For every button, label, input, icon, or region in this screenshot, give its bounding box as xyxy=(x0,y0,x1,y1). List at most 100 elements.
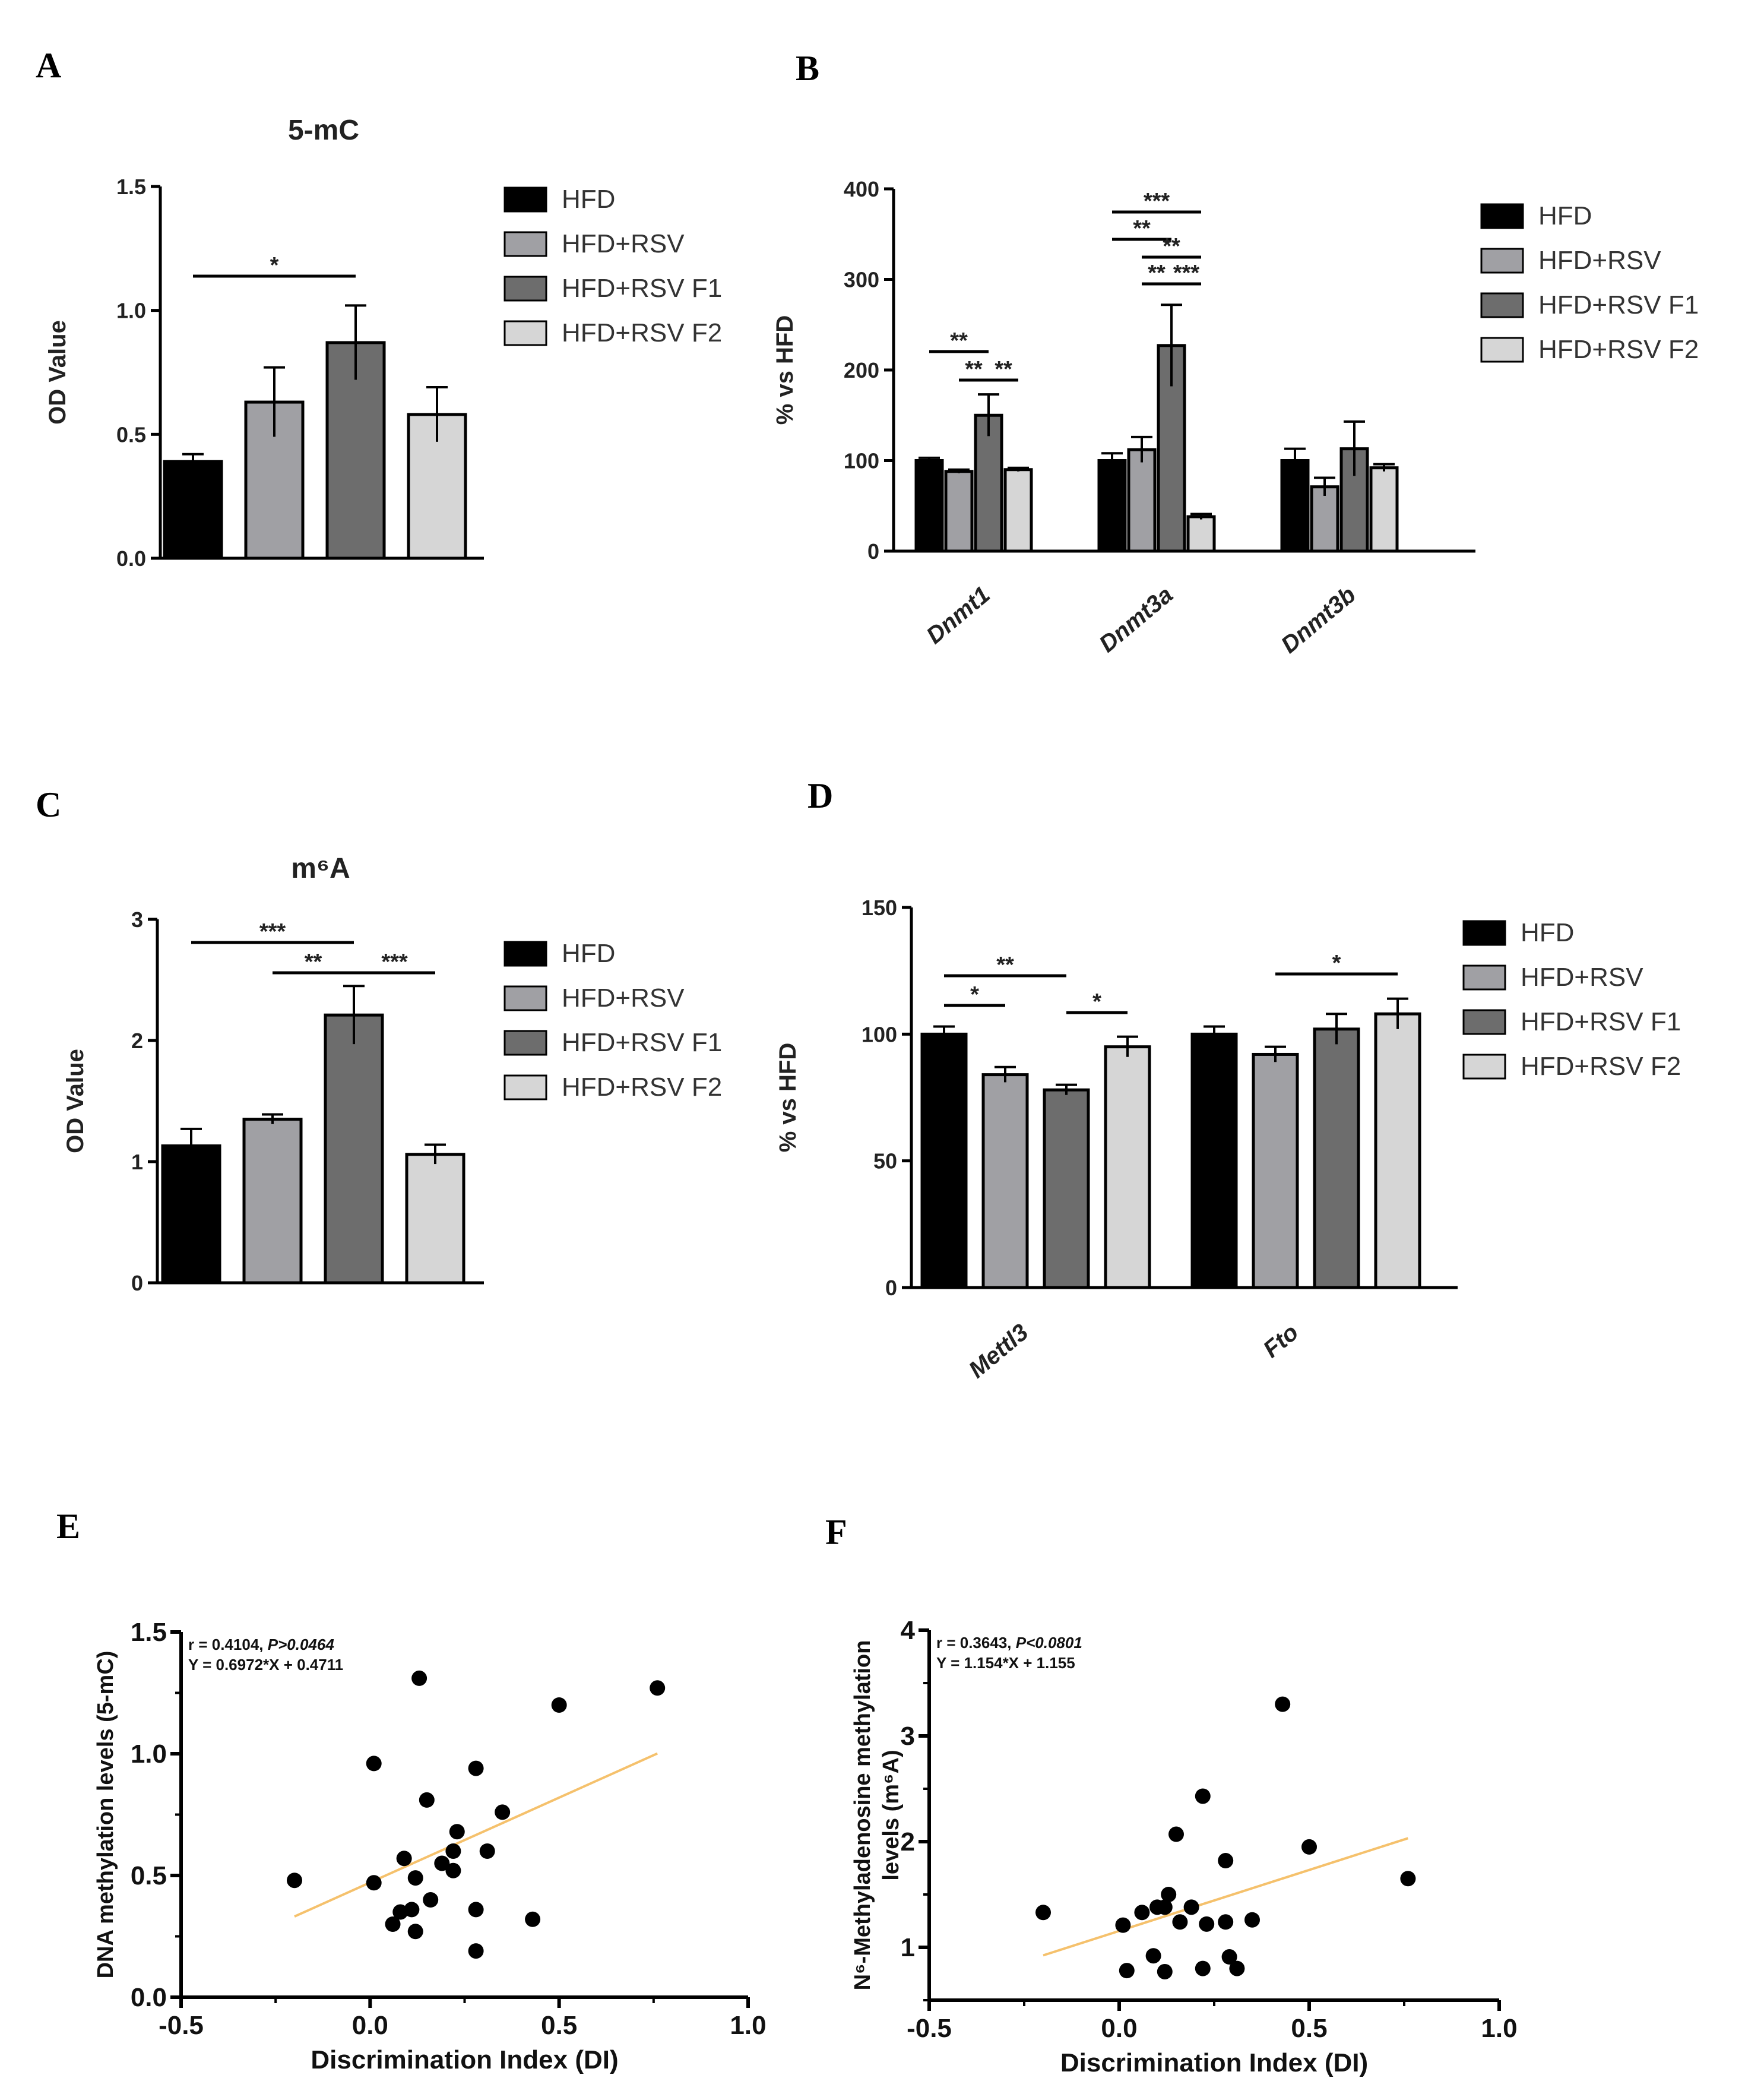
significance-label: ** xyxy=(1163,234,1180,259)
stats-p-value: P>0.0464 xyxy=(268,1636,335,1653)
category-label: Fto xyxy=(1258,1319,1303,1363)
legend-label: HFD+RSV F2 xyxy=(1521,1052,1681,1081)
significance-label: * xyxy=(1092,989,1101,1014)
data-point xyxy=(1035,1905,1051,1921)
legend-label: HFD+RSV F1 xyxy=(562,1028,722,1057)
panel-label-A: A xyxy=(36,46,61,85)
y-tick-label: 2 xyxy=(131,1029,143,1053)
legend-swatch xyxy=(1480,248,1524,274)
bar xyxy=(920,1032,968,1289)
y-tick-label: 100 xyxy=(844,449,879,473)
y-tick-label: 1.5 xyxy=(116,175,146,199)
data-point xyxy=(1161,1887,1177,1902)
data-point xyxy=(468,1902,484,1918)
stats-r: r = 0.4104, P>0.0464 xyxy=(188,1636,334,1653)
stats-p-value: P<0.0801 xyxy=(1016,1634,1082,1652)
data-point xyxy=(1157,1899,1173,1915)
legend-swatch xyxy=(503,985,547,1011)
x-tick-label: -0.5 xyxy=(159,2011,204,2040)
y-tick-label: 300 xyxy=(844,268,879,292)
legend-swatch xyxy=(503,186,547,213)
data-point xyxy=(1229,1960,1245,1976)
bar xyxy=(242,1118,303,1285)
data-point xyxy=(445,1862,461,1878)
data-point xyxy=(1134,1905,1150,1921)
stats-r-value: r = 0.3643, xyxy=(936,1634,1016,1652)
y-tick-label: 1.5 xyxy=(131,1618,167,1647)
significance-label: ** xyxy=(1148,261,1166,286)
significance-label: ** xyxy=(950,328,968,353)
y-tick-label: 3 xyxy=(131,907,143,932)
bar xyxy=(161,1144,221,1285)
legend-swatch xyxy=(503,276,547,302)
bar xyxy=(1313,1027,1360,1289)
panel-A: 0.0 0.5 1.0 1.5 OD Value 5-mC * HFD HFD+RSV HFD+R… xyxy=(45,115,722,571)
y-tick-label: 1 xyxy=(901,1933,915,1962)
y-tick-label: 0.5 xyxy=(131,1861,167,1890)
data-point xyxy=(434,1855,450,1871)
y-tick-label: 1.0 xyxy=(116,299,146,323)
bar xyxy=(1369,466,1399,553)
bar xyxy=(944,470,974,553)
data-point xyxy=(495,1804,511,1820)
significance-label: *** xyxy=(259,919,286,944)
chart-title: m⁶A xyxy=(291,853,350,884)
bar xyxy=(1097,459,1127,553)
data-point xyxy=(445,1843,461,1859)
data-point xyxy=(366,1756,382,1772)
data-point xyxy=(407,1924,423,1940)
panel-label-B: B xyxy=(796,49,819,88)
significance-label: ** xyxy=(305,950,322,975)
y-tick-label: 100 xyxy=(862,1022,897,1046)
data-point xyxy=(407,1870,423,1886)
x-tick-label: 0.0 xyxy=(352,2011,388,2040)
y-tick-label: 0 xyxy=(867,539,879,564)
legend-label: HFD xyxy=(1521,918,1574,947)
data-point xyxy=(1195,1960,1211,1976)
legend-label: HFD+RSV xyxy=(562,229,685,258)
x-tick-label: 1.0 xyxy=(730,2011,766,2040)
data-point xyxy=(1183,1899,1199,1915)
significance-label: * xyxy=(270,253,279,278)
data-point xyxy=(468,1943,484,1959)
bar xyxy=(1127,448,1157,553)
data-point xyxy=(366,1875,382,1891)
data-point xyxy=(287,1873,302,1889)
legend-label: HFD xyxy=(562,939,615,968)
data-point xyxy=(396,1851,412,1867)
legend-swatch xyxy=(503,1030,547,1056)
legend-label: HFD xyxy=(1538,201,1592,230)
legend-swatch xyxy=(1462,1009,1506,1035)
significance-label: *** xyxy=(381,950,408,975)
data-point xyxy=(385,1916,401,1932)
x-axis-label: Discrimination Index (DI) xyxy=(1060,2048,1368,2077)
legend-label: HFD+RSV F2 xyxy=(1538,335,1699,364)
legend-swatch xyxy=(1480,203,1524,229)
panel-B: 0 100 200 300 400 % vs HFD Dnmt1 Dnmt3a Dnmt3b **… xyxy=(772,177,1699,659)
x-axis-label: Discrimination Index (DI) xyxy=(311,2045,618,2074)
data-point xyxy=(1275,1696,1291,1712)
y-tick-label: 2 xyxy=(901,1827,915,1856)
chart-title: 5-mC xyxy=(288,115,359,146)
legend-swatch xyxy=(503,320,547,346)
legend-swatch xyxy=(1480,292,1524,318)
data-point xyxy=(1145,1948,1161,1964)
data-point xyxy=(468,1760,484,1776)
legend-swatch xyxy=(503,1074,547,1100)
x-tick-label: -0.5 xyxy=(907,2014,952,2043)
y-tick-label: 400 xyxy=(844,177,879,201)
panel-E: -0.5 0.0 0.5 1.00.00.51.01.5Discrimination … xyxy=(93,1618,767,2074)
significance-label: * xyxy=(1332,951,1341,976)
legend-label: HFD+RSV F1 xyxy=(1521,1007,1681,1036)
y-tick-label: 3 xyxy=(901,1722,915,1751)
data-point xyxy=(525,1911,541,1927)
x-tick-label: 0.5 xyxy=(1291,2014,1327,2043)
bar xyxy=(981,1073,1029,1289)
data-point xyxy=(1218,1853,1234,1869)
y-tick-label: 0.0 xyxy=(116,546,146,571)
y-tick-label: 0 xyxy=(131,1271,143,1295)
bar xyxy=(1104,1045,1151,1289)
significance-label: ** xyxy=(1133,216,1151,241)
y-tick-label: 0.5 xyxy=(116,422,146,447)
panel-label-C: C xyxy=(36,785,61,824)
